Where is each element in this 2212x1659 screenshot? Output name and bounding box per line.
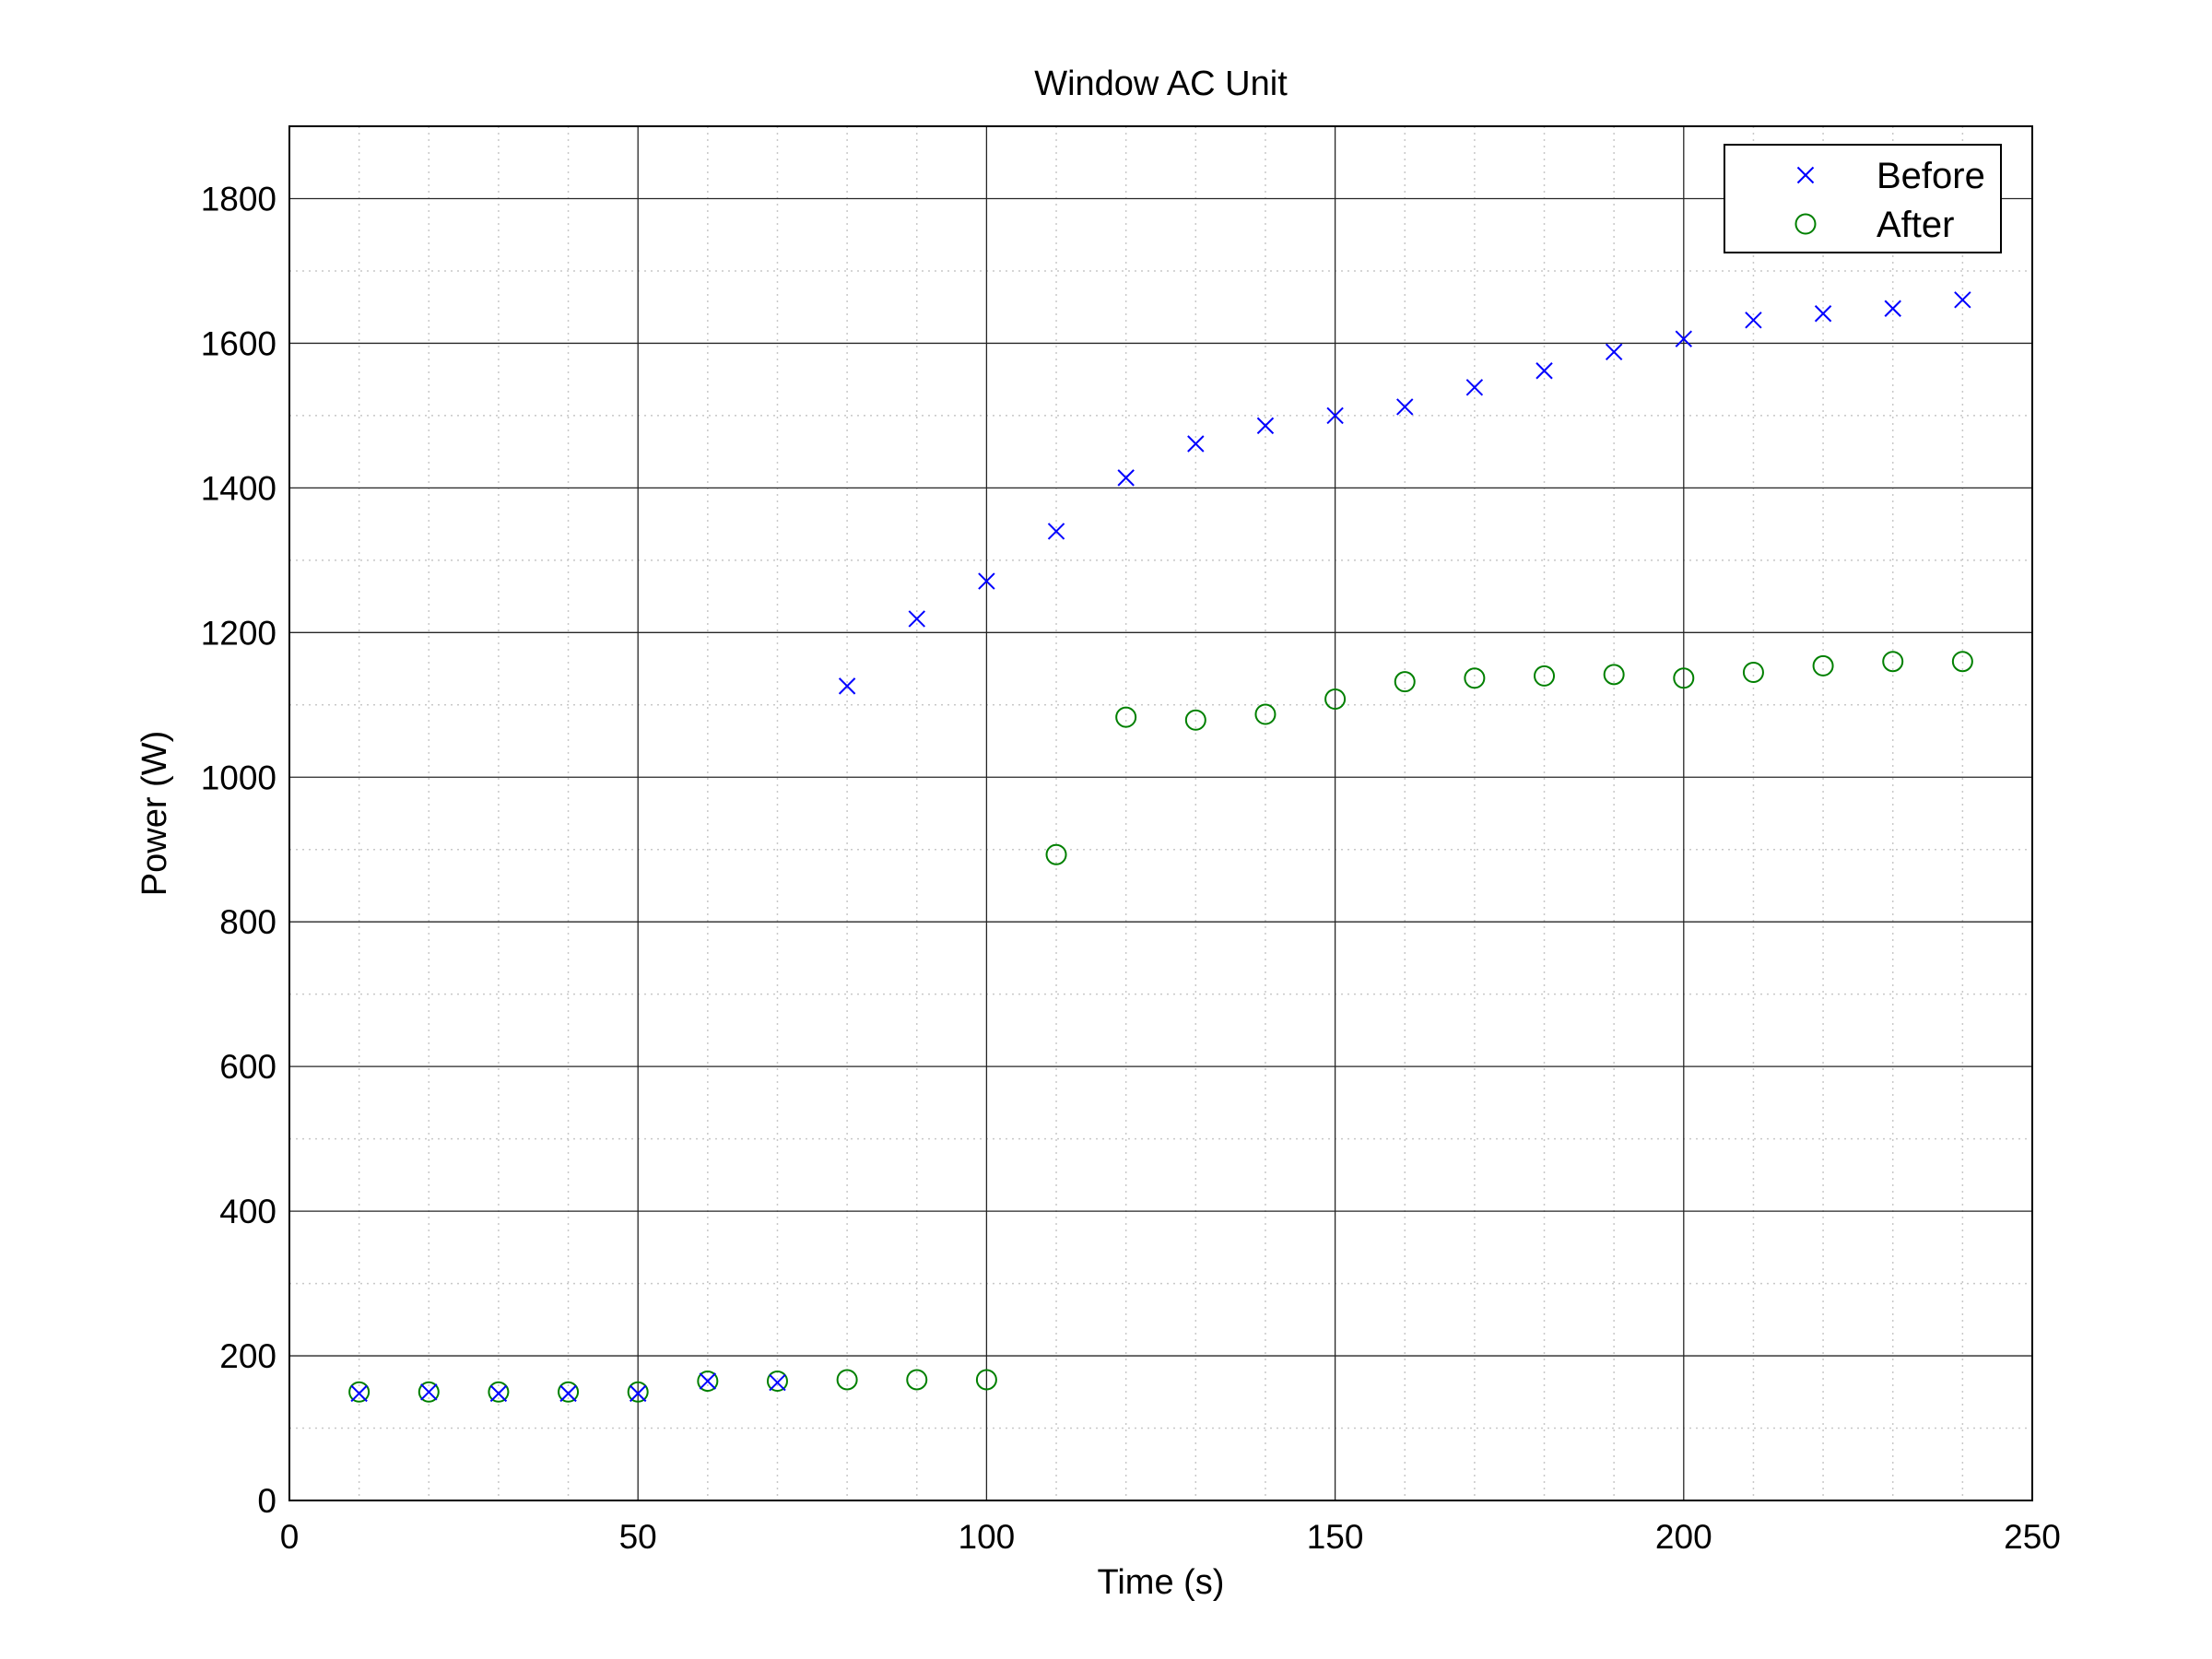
data-point-before — [1256, 417, 1275, 435]
data-point-after — [836, 1369, 858, 1391]
chart-title: Window AC Unit — [1034, 65, 1288, 103]
plot-area — [288, 125, 2033, 1501]
y-tick-label: 600 — [219, 1048, 276, 1086]
data-point-before — [1954, 291, 1971, 309]
data-point-before — [1605, 343, 1623, 361]
data-point-after — [1951, 651, 1973, 673]
data-point-before — [1465, 379, 1484, 396]
data-point-after — [488, 1381, 510, 1403]
x-tick-label: 50 — [619, 1518, 657, 1556]
data-marks — [348, 291, 1973, 1403]
data-point-after — [627, 1381, 649, 1403]
grid — [289, 126, 2032, 1500]
data-point-after — [1534, 665, 1556, 687]
series-before — [350, 291, 1971, 1403]
legend-marker-before — [1796, 166, 1815, 184]
data-point-after — [697, 1371, 719, 1393]
y-tick-label: 1600 — [201, 324, 276, 362]
y-tick-label: 0 — [257, 1482, 276, 1520]
data-point-before — [1396, 398, 1414, 416]
data-point-before — [420, 1383, 438, 1401]
data-point-before — [1745, 312, 1762, 329]
data-point-after — [1184, 709, 1206, 731]
x-tick-label: 0 — [280, 1518, 300, 1556]
legend-box — [1724, 144, 2002, 253]
data-point-before — [1814, 305, 1832, 323]
data-point-after — [1464, 667, 1486, 689]
data-point-after — [1673, 667, 1695, 689]
data-point-after — [1603, 664, 1625, 686]
data-point-after — [1254, 703, 1277, 725]
data-point-before — [629, 1384, 647, 1403]
data-point-after — [418, 1381, 440, 1403]
data-point-before — [489, 1384, 508, 1403]
x-tick-label: 250 — [2004, 1518, 2061, 1556]
y-tick-label: 1800 — [201, 180, 276, 218]
data-point-before — [908, 610, 925, 628]
x-tick-label: 150 — [1307, 1518, 1364, 1556]
data-point-before — [1535, 362, 1553, 380]
legend-label-after: After — [1877, 205, 1954, 245]
data-point-after — [1045, 843, 1067, 865]
data-point-before — [699, 1372, 717, 1390]
y-axis-label: Power (W) — [135, 731, 174, 896]
y-tick-label: 1400 — [201, 469, 276, 507]
data-point-after — [975, 1369, 997, 1391]
legend-marker-after — [1794, 213, 1817, 235]
x-tick-label: 200 — [1655, 1518, 1712, 1556]
y-tick-label: 800 — [219, 903, 276, 941]
data-point-before — [1884, 300, 1901, 317]
data-point-before — [1117, 469, 1135, 487]
y-tick-label: 1200 — [201, 614, 276, 652]
x-tick-label: 100 — [959, 1518, 1016, 1556]
data-point-before — [838, 677, 856, 695]
x-axis-label: Time (s) — [1098, 1563, 1225, 1602]
data-point-after — [348, 1381, 371, 1403]
legend: Before After — [1724, 144, 2002, 253]
legend-label-before: Before — [1877, 156, 1985, 196]
data-point-after — [906, 1369, 928, 1391]
axis-ticks: 0 50 100 150 200 250 0 200 400 600 800 1000 1200 1400… — [201, 180, 2061, 1556]
data-point-before — [978, 572, 995, 590]
data-point-after — [1324, 688, 1347, 711]
data-point-after — [1812, 654, 1834, 677]
data-point-before — [769, 1373, 786, 1392]
data-point-after — [558, 1381, 580, 1403]
data-point-before — [1187, 435, 1205, 453]
data-point-after — [1115, 706, 1137, 728]
data-point-before — [559, 1384, 577, 1403]
data-point-after — [1742, 661, 1764, 683]
data-point-before — [350, 1384, 368, 1403]
y-tick-label: 400 — [219, 1193, 276, 1230]
data-point-after — [766, 1371, 788, 1393]
data-point-before — [1675, 330, 1693, 347]
data-point-before — [1047, 523, 1065, 540]
data-point-after — [1882, 651, 1904, 673]
data-point-after — [1394, 671, 1416, 693]
data-point-before — [1326, 406, 1344, 425]
y-tick-label: 200 — [219, 1337, 276, 1375]
series-after — [348, 651, 1973, 1403]
y-tick-label: 1000 — [201, 759, 276, 796]
